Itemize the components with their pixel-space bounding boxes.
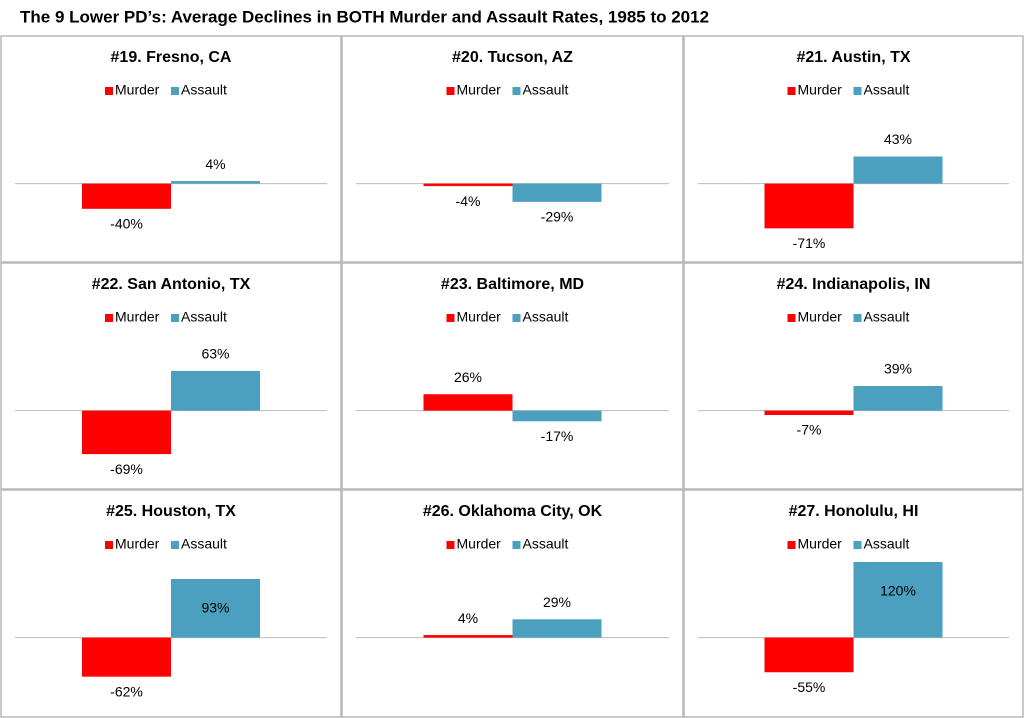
panel-title: #26. Oklahoma City, OK — [423, 503, 603, 520]
bar — [764, 183, 854, 229]
panel-border — [341, 489, 684, 718]
legend-swatch — [105, 87, 113, 95]
bar — [171, 579, 260, 638]
legend-swatch — [446, 87, 455, 95]
bar — [423, 183, 513, 187]
bar — [171, 181, 260, 184]
legend-swatch — [446, 314, 455, 322]
value-label: -29% — [541, 209, 574, 225]
legend-swatch — [853, 541, 862, 549]
panel-border — [341, 262, 684, 490]
legend-label: Assault — [864, 536, 910, 552]
value-label: -40% — [110, 216, 143, 232]
value-label: 39% — [884, 361, 912, 377]
legend-label: Murder — [457, 309, 502, 325]
legend-label: Assault — [864, 309, 910, 325]
legend-label: Assault — [523, 309, 569, 325]
bar — [423, 635, 513, 638]
bar — [82, 183, 171, 209]
value-label: -4% — [456, 193, 481, 209]
value-label: 93% — [201, 600, 229, 616]
value-label: -17% — [541, 428, 574, 444]
value-label: -69% — [110, 461, 143, 477]
value-label: 26% — [454, 369, 482, 385]
value-label: 4% — [458, 610, 478, 626]
panel-title: #22. San Antonio, TX — [92, 276, 251, 293]
panel-border — [0, 35, 342, 263]
legend-label: Assault — [181, 82, 227, 98]
panel-title: #21. Austin, TX — [796, 49, 910, 66]
legend-label: Assault — [181, 536, 227, 552]
panel-title: #23. Baltimore, MD — [441, 276, 584, 293]
legend-swatch — [171, 541, 179, 549]
bar — [82, 410, 171, 455]
bar — [82, 637, 171, 677]
legend-swatch — [512, 87, 521, 95]
bar — [853, 156, 943, 184]
panel-border — [341, 35, 684, 263]
legend-label: Murder — [798, 536, 843, 552]
bar — [423, 394, 513, 411]
legend-swatch — [787, 87, 796, 95]
main-title: The 9 Lower PD’s: Average Declines in BO… — [20, 7, 709, 26]
legend-swatch — [787, 314, 796, 322]
legend-label: Murder — [457, 536, 502, 552]
panel-border — [683, 489, 1024, 718]
legend-swatch — [512, 314, 521, 322]
legend-swatch — [853, 314, 862, 322]
bar — [512, 619, 602, 638]
legend-swatch — [853, 87, 862, 95]
legend-swatch — [787, 541, 796, 549]
legend-label: Assault — [523, 82, 569, 98]
bar — [764, 410, 854, 416]
legend-swatch — [171, 314, 179, 322]
panel-title: #20. Tucson, AZ — [452, 49, 573, 66]
bar — [853, 562, 943, 638]
panel-border — [0, 262, 342, 490]
legend-swatch — [446, 541, 455, 549]
legend-label: Murder — [115, 536, 160, 552]
panel-title: #25. Houston, TX — [106, 503, 236, 520]
panel-border — [0, 489, 342, 718]
panel-title: #27. Honolulu, HI — [789, 503, 919, 520]
legend-label: Murder — [115, 82, 160, 98]
panel-title: #19. Fresno, CA — [111, 49, 232, 66]
legend-label: Murder — [457, 82, 502, 98]
bar — [853, 386, 943, 411]
value-label: -55% — [793, 679, 826, 695]
value-label: -7% — [797, 422, 822, 438]
panel-border — [683, 35, 1024, 263]
legend-swatch — [512, 541, 521, 549]
legend-label: Murder — [798, 309, 843, 325]
value-label: 63% — [201, 346, 229, 362]
value-label: -71% — [793, 235, 826, 251]
value-label: -62% — [110, 683, 143, 699]
legend-label: Murder — [115, 309, 160, 325]
panel-border — [683, 262, 1024, 490]
legend-label: Assault — [864, 82, 910, 98]
value-label: 43% — [884, 131, 912, 147]
value-label: 29% — [543, 594, 571, 610]
panel-title: #24. Indianapolis, IN — [777, 276, 931, 293]
legend-label: Assault — [181, 309, 227, 325]
legend-swatch — [171, 87, 179, 95]
value-label: 120% — [880, 583, 916, 599]
legend-swatch — [105, 314, 113, 322]
legend-swatch — [105, 541, 113, 549]
bar — [512, 183, 602, 202]
legend-label: Assault — [523, 536, 569, 552]
bar — [764, 637, 854, 673]
bar — [512, 410, 602, 422]
legend-label: Murder — [798, 82, 843, 98]
bar — [171, 370, 260, 411]
value-label: 4% — [205, 156, 225, 172]
